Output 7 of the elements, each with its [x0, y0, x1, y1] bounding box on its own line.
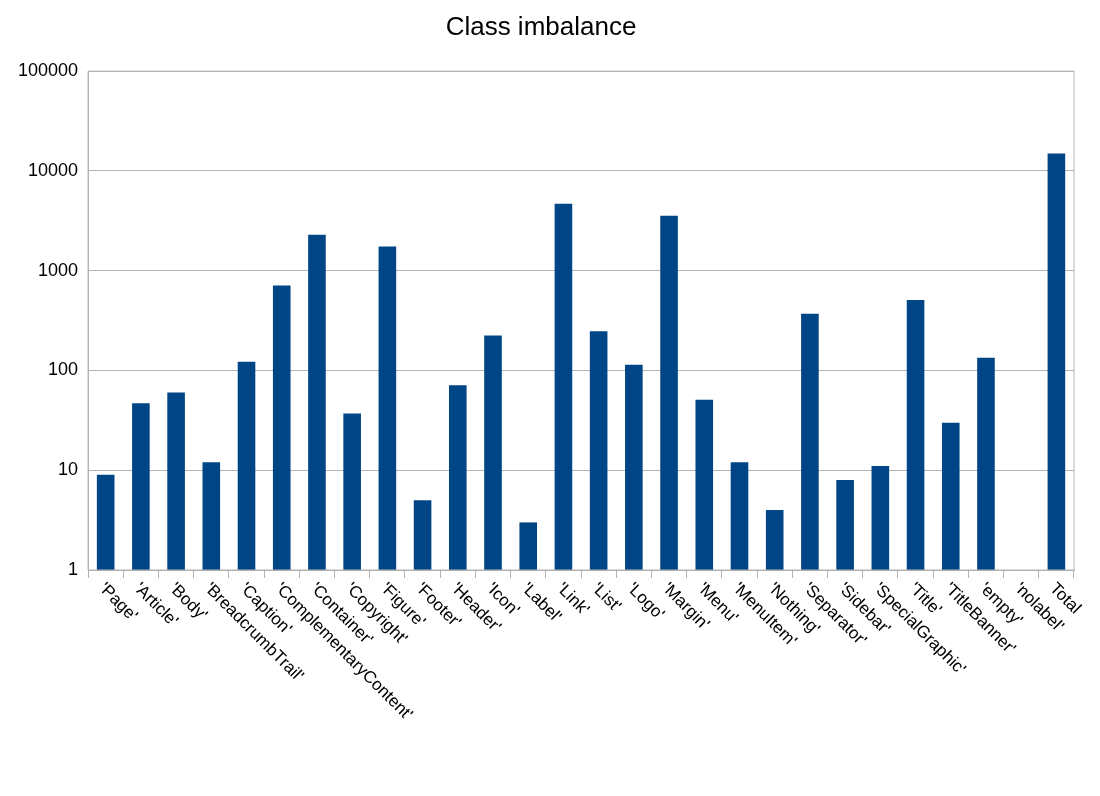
y-tick-label: 10 [58, 459, 79, 480]
chart-title: Class imbalance [445, 10, 637, 41]
y-tick-label: 100 [48, 359, 79, 380]
y-tick-label: 1 [68, 558, 79, 579]
y-tick-label: 100000 [17, 60, 79, 81]
y-tick-label: 10000 [28, 159, 79, 180]
y-tick-label: 1000 [38, 259, 79, 280]
